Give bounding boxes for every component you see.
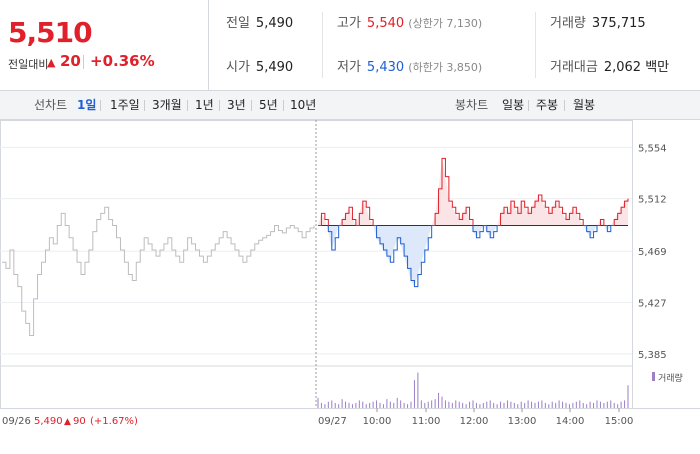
prev-change-label: 90	[73, 416, 86, 427]
session-price-line-up	[318, 157, 629, 226]
gain-area	[318, 158, 628, 226]
session-price-line-down	[318, 225, 615, 288]
tab-divider	[528, 100, 529, 111]
high-row: 고가 5,540 (상한가 7,130)	[337, 14, 482, 34]
tab-5y[interactable]: 5년	[259, 98, 278, 112]
y-tick-label: 5,469	[638, 247, 667, 258]
volume-legend-swatch	[652, 372, 655, 381]
change-percent: +0.36%	[90, 52, 155, 70]
info-divider	[322, 12, 323, 78]
prev-close-label: 5,490	[34, 416, 63, 427]
line-chart-label: 선차트	[34, 98, 68, 112]
tab-divider	[251, 100, 252, 111]
x-tick-label: 10:00	[363, 416, 392, 427]
x-tick-label: 13:00	[508, 416, 537, 427]
high-value: 5,540	[366, 16, 405, 31]
y-tick-label: 5,427	[638, 299, 667, 310]
open-row: 시가 5,490	[226, 58, 293, 78]
tab-1y[interactable]: 1년	[195, 98, 214, 112]
volume-value: 375,715	[591, 16, 646, 31]
tab-daily-candle[interactable]: 일봉	[502, 98, 525, 112]
tab-3m[interactable]: 3개월	[152, 98, 182, 112]
volume-legend-label: 거래량	[658, 372, 683, 384]
low-value: 5,430	[366, 60, 405, 75]
upper-limit: (상한가 7,130)	[408, 17, 483, 30]
tab-3y[interactable]: 3년	[227, 98, 246, 112]
y-tick-label: 5,554	[638, 143, 667, 154]
info-divider	[535, 12, 536, 78]
tab-divider	[100, 100, 101, 111]
price-summary: 5,510 전일대비 ▲ 20 +0.36%	[0, 0, 209, 90]
x-tick-label: 12:00	[460, 416, 489, 427]
change-label: 전일대비	[8, 58, 49, 71]
up-arrow-icon: ▲	[47, 56, 56, 69]
tab-1d[interactable]: 1일	[77, 98, 97, 112]
low-label: 저가	[337, 60, 361, 75]
prev-close-row: 전일 5,490	[226, 14, 293, 34]
y-tick-label: 5,385	[638, 350, 667, 361]
prev-close-label: 전일	[226, 16, 250, 31]
quote-header: 5,510 전일대비 ▲ 20 +0.36% 전일 5,490 시가 5,490 고…	[0, 0, 700, 91]
tab-10y[interactable]: 10년	[290, 98, 317, 112]
current-price: 5,510	[8, 16, 93, 49]
y-tick-label: 5,512	[638, 195, 667, 206]
volume-row: 거래량 375,715	[550, 14, 646, 34]
volume-label: 거래량	[550, 16, 586, 31]
amount-label: 거래대금	[550, 60, 598, 75]
tab-divider	[564, 100, 565, 111]
x-tick-label: 15:00	[605, 416, 634, 427]
change-divider	[83, 55, 84, 69]
prev-change-arrow-icon: ▲	[64, 417, 71, 427]
tab-divider	[187, 100, 188, 111]
tab-divider	[144, 100, 145, 111]
session-date-label: 09/27	[318, 416, 347, 427]
candle-chart-label: 봉차트	[455, 98, 489, 112]
prev-day-price-line	[2, 206, 315, 337]
amount-row: 거래대금 2,062 백만	[550, 58, 669, 78]
chart-period-bar: 선차트 1일 1주일 3개월 1년 3년 5년 10년 봉차트 일봉 주봉 월봉	[0, 91, 700, 120]
change-value: 20	[60, 52, 81, 70]
low-row: 저가 5,430 (하한가 3,850)	[337, 58, 482, 78]
tab-divider	[283, 100, 284, 111]
high-label: 고가	[337, 16, 361, 31]
intraday-chart: 5,554 5,512 5,469 5,427 5,385 거래량 09/26 5,490 ▲ 9…	[0, 120, 700, 450]
amount-value: 2,062 백만	[603, 60, 670, 75]
chart-canvas: 5,554 5,512 5,469 5,427 5,385 거래량 09/26 5,490 ▲ 9…	[0, 120, 700, 427]
prev-close-value: 5,490	[255, 16, 294, 31]
lower-limit: (하한가 3,850)	[408, 61, 483, 74]
x-tick-label: 11:00	[412, 416, 441, 427]
open-label: 시가	[226, 60, 250, 75]
tab-1w[interactable]: 1주일	[110, 98, 140, 112]
tab-divider	[219, 100, 220, 111]
tab-weekly-candle[interactable]: 주봉	[536, 98, 559, 112]
tab-monthly-candle[interactable]: 월봉	[573, 98, 596, 112]
prev-change-percent-label: (+1.67%)	[90, 416, 138, 427]
prev-date-label: 09/26	[2, 416, 31, 427]
x-tick-label: 14:00	[556, 416, 585, 427]
open-value: 5,490	[255, 60, 294, 75]
loss-area	[318, 225, 628, 287]
